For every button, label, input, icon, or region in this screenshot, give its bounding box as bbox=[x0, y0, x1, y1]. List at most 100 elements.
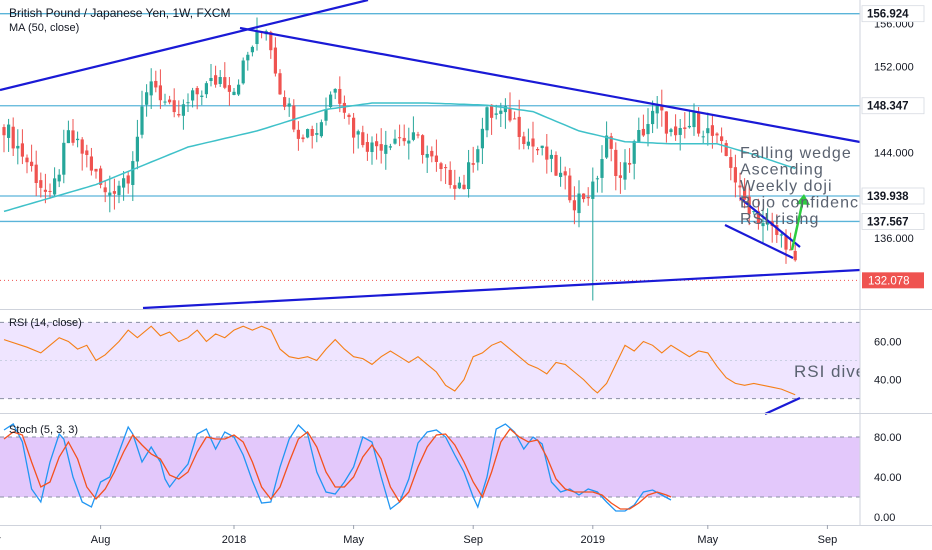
rsi-pane[interactable]: RSI divergence bbox=[0, 321, 924, 416]
candle-body[interactable] bbox=[434, 155, 438, 162]
candle-body[interactable] bbox=[80, 139, 84, 154]
candle-body[interactable] bbox=[122, 178, 126, 188]
candle-body[interactable] bbox=[407, 140, 411, 144]
candle-body[interactable] bbox=[623, 162, 627, 180]
candle-body[interactable] bbox=[720, 136, 724, 142]
candle-body[interactable] bbox=[476, 149, 480, 163]
candle-body[interactable] bbox=[365, 142, 369, 152]
candle-body[interactable] bbox=[752, 211, 756, 213]
candle-body[interactable] bbox=[609, 136, 613, 149]
candle-body[interactable] bbox=[549, 154, 553, 159]
arrow-up[interactable] bbox=[790, 199, 805, 251]
candle-body[interactable] bbox=[715, 133, 719, 136]
candle-body[interactable] bbox=[738, 185, 742, 188]
candle-body[interactable] bbox=[269, 32, 273, 51]
candle-body[interactable] bbox=[34, 164, 38, 183]
stoch-k-line[interactable] bbox=[3, 423, 672, 512]
candle-body[interactable] bbox=[545, 146, 549, 160]
candle-body[interactable] bbox=[724, 143, 728, 156]
candle-body[interactable] bbox=[306, 129, 310, 138]
candle-body[interactable] bbox=[586, 196, 590, 199]
candle-body[interactable] bbox=[683, 127, 687, 129]
candle-body[interactable] bbox=[651, 110, 655, 125]
candle-body[interactable] bbox=[485, 107, 489, 131]
candle-body[interactable] bbox=[467, 162, 471, 189]
candle-body[interactable] bbox=[756, 211, 760, 224]
candle-body[interactable] bbox=[379, 144, 383, 151]
candle-body[interactable] bbox=[384, 144, 388, 154]
candle-body[interactable] bbox=[62, 142, 66, 175]
candle-body[interactable] bbox=[301, 137, 305, 140]
candle-body[interactable] bbox=[632, 141, 636, 164]
candle-body[interactable] bbox=[582, 193, 586, 200]
candle-body[interactable] bbox=[490, 104, 494, 118]
candle-body[interactable] bbox=[743, 186, 747, 200]
candle-body[interactable] bbox=[531, 138, 535, 147]
candle-body[interactable] bbox=[453, 185, 457, 189]
candle-body[interactable] bbox=[223, 77, 227, 88]
candle-body[interactable] bbox=[462, 184, 466, 190]
candle-body[interactable] bbox=[315, 133, 319, 135]
candle-body[interactable] bbox=[94, 168, 98, 172]
candle-body[interactable] bbox=[338, 88, 342, 104]
candle-body[interactable] bbox=[775, 225, 779, 235]
candle-body[interactable] bbox=[503, 106, 507, 113]
candle-body[interactable] bbox=[508, 108, 512, 121]
candle-body[interactable] bbox=[595, 178, 599, 180]
candle-body[interactable] bbox=[246, 54, 250, 61]
candle-body[interactable] bbox=[11, 126, 15, 149]
candle-body[interactable] bbox=[522, 136, 526, 145]
candle-body[interactable] bbox=[416, 134, 420, 136]
candle-body[interactable] bbox=[554, 154, 558, 176]
candle-body[interactable] bbox=[559, 172, 563, 178]
candle-body[interactable] bbox=[310, 129, 314, 136]
candle-body[interactable] bbox=[637, 130, 641, 142]
candle-body[interactable] bbox=[71, 130, 75, 143]
candle-body[interactable] bbox=[283, 97, 287, 107]
candle-body[interactable] bbox=[678, 127, 682, 135]
candle-body[interactable] bbox=[697, 111, 701, 134]
candle-body[interactable] bbox=[370, 142, 374, 153]
candle-body[interactable] bbox=[660, 105, 664, 111]
candle-body[interactable] bbox=[471, 163, 475, 165]
candle-body[interactable] bbox=[158, 85, 162, 101]
candle-body[interactable] bbox=[292, 105, 296, 130]
candle-body[interactable] bbox=[618, 175, 622, 178]
candle-body[interactable] bbox=[218, 76, 222, 85]
candle-body[interactable] bbox=[687, 125, 691, 128]
trend-line[interactable] bbox=[142, 268, 861, 310]
trend-line[interactable] bbox=[739, 197, 801, 248]
candle-body[interactable] bbox=[103, 187, 107, 193]
candle-body[interactable] bbox=[793, 250, 797, 261]
candle-body[interactable] bbox=[499, 110, 503, 114]
candle-body[interactable] bbox=[536, 149, 540, 151]
candle-body[interactable] bbox=[278, 73, 282, 95]
candle-body[interactable] bbox=[126, 175, 130, 184]
candle-body[interactable] bbox=[577, 193, 581, 214]
candle-body[interactable] bbox=[163, 101, 167, 103]
stoch-d-line[interactable] bbox=[3, 428, 672, 510]
candle-body[interactable] bbox=[112, 191, 116, 194]
candle-body[interactable] bbox=[16, 145, 20, 149]
candle-body[interactable] bbox=[117, 185, 121, 196]
candle-body[interactable] bbox=[421, 135, 425, 156]
candle-body[interactable] bbox=[181, 104, 185, 116]
candle-body[interactable] bbox=[563, 171, 567, 176]
candle-body[interactable] bbox=[7, 124, 11, 138]
candle-body[interactable] bbox=[347, 114, 351, 118]
candle-body[interactable] bbox=[342, 102, 346, 113]
candle-body[interactable] bbox=[513, 118, 517, 120]
candle-body[interactable] bbox=[784, 235, 788, 250]
candle-body[interactable] bbox=[20, 143, 24, 157]
candle-body[interactable] bbox=[393, 138, 397, 144]
candle-body[interactable] bbox=[457, 182, 461, 189]
candle-body[interactable] bbox=[227, 85, 231, 92]
candle-body[interactable] bbox=[319, 122, 323, 137]
candle-body[interactable] bbox=[329, 94, 333, 108]
candle-body[interactable] bbox=[444, 167, 448, 169]
candle-body[interactable] bbox=[439, 163, 443, 170]
candle-body[interactable] bbox=[494, 113, 498, 115]
candle-body[interactable] bbox=[766, 222, 770, 225]
rsi-line[interactable] bbox=[3, 325, 796, 396]
